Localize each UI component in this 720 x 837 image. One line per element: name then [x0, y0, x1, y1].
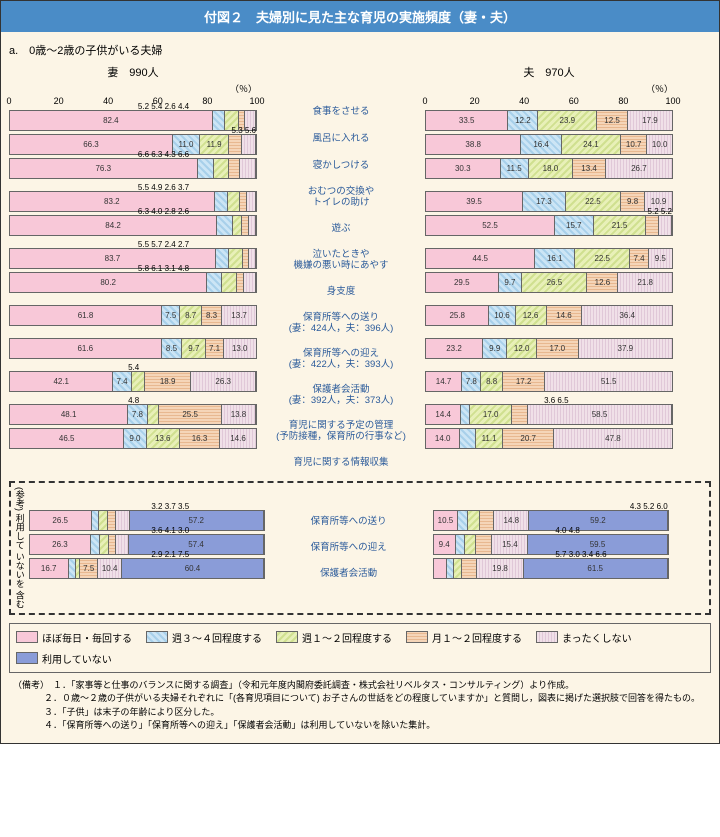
- category-label: おむつの交換やトイレの助け: [261, 181, 421, 214]
- husband-panel: 夫 970人 （％） 020406080100 33.512.223.912.5…: [425, 64, 673, 475]
- ref-category-label: 保護者会活動: [269, 562, 429, 585]
- stacked-bar: 9.415.459.54.0 4.8: [433, 534, 669, 555]
- category-label: 保育所等への送り(妻：424人，夫：396人): [261, 307, 421, 340]
- stacked-bar: 38.816.424.110.710.0: [425, 134, 673, 155]
- wife-bars: 82.45.2 5.4 2.6 4.4 66.311.011.95.3 5.6 76…: [9, 110, 257, 449]
- legend-item: ほぼ毎日・毎回する: [16, 630, 132, 645]
- stacked-bar: 52.515.721.55.2 5.2: [425, 215, 673, 236]
- row-labels: 食事をさせる風呂に入れる寝かしつけるおむつの交換やトイレの助け遊ぶ泣いたときや機…: [261, 64, 421, 475]
- stacked-bar: 48.17.825.513.84.8: [9, 404, 257, 425]
- stacked-bar: 23.29.912.017.037.9: [425, 338, 673, 359]
- ref-labels: 保育所等への送り保育所等への迎え保護者会活動: [269, 510, 429, 585]
- figure-title: 付図２ 夫婦別に見た主な育児の実施頻度（妻・夫）: [1, 1, 719, 32]
- legend-item: 利用していない: [16, 651, 112, 666]
- stacked-bar: 33.512.223.912.517.9: [425, 110, 673, 131]
- category-label: 身支度: [261, 280, 421, 304]
- wife-axis: （％） 020406080100: [9, 82, 257, 110]
- footnote: ４．「保育所等への送り」「保育所等への迎え」「保護者会活動」は利用していないを除…: [13, 719, 707, 733]
- subtitle: a. 0歳～2歳の子供がいる夫婦: [9, 42, 711, 58]
- category-label: 保育所等への迎え(妻：422人，夫：393人): [261, 343, 421, 376]
- stacked-bar: 30.311.518.013.426.7: [425, 158, 673, 179]
- stacked-bar: 66.311.011.95.3 5.6: [9, 134, 257, 155]
- category-label: 泣いたときや機嫌の悪い時にあやす: [261, 244, 421, 277]
- stacked-bar: 83.75.5 5.7 2.4 2.7: [9, 248, 257, 269]
- category-label: 育児に関する予定の管理(予防接種，保育所の行事など): [261, 415, 421, 448]
- stacked-bar: 42.17.418.926.35.4: [9, 371, 257, 392]
- stacked-bar: 61.68.59.77.113.0: [9, 338, 257, 359]
- category-label: 食事をさせる: [261, 100, 421, 124]
- category-label: 保護者会活動(妻：392人，夫：373人): [261, 379, 421, 412]
- stacked-bar: 10.514.859.24.3 5.2 6.0: [433, 510, 669, 531]
- wife-panel: 妻 990人 （％） 020406080100 82.45.2 5.4 2.6 …: [9, 64, 257, 475]
- ref-category-label: 保育所等への迎え: [269, 536, 429, 559]
- figure-container: 付図２ 夫婦別に見た主な育児の実施頻度（妻・夫） a. 0歳～2歳の子供がいる夫…: [0, 0, 720, 744]
- husband-axis: （％） 020406080100: [425, 82, 673, 110]
- stacked-bar: 76.36.6 6.3 4.3 6.6: [9, 158, 257, 179]
- stacked-bar: 14.011.120.747.8: [425, 428, 673, 449]
- stacked-bar: 84.26.3 4.0 2.8 2.6: [9, 215, 257, 236]
- category-label: 風呂に入れる: [261, 127, 421, 151]
- stacked-bar: 25.810.612.614.636.4: [425, 305, 673, 326]
- legend-item: まったくしない: [536, 630, 632, 645]
- stacked-bar: 44.516.122.57.49.5: [425, 248, 673, 269]
- stacked-bar: 14.77.88.817.251.5: [425, 371, 673, 392]
- legend-item: 週３～４回程度する: [146, 630, 262, 645]
- footnote: ２．０歳～２歳の子供がいる夫婦それぞれに「(各育児項目について) お子さんの世話…: [13, 692, 707, 706]
- stacked-bar: 29.59.726.512.621.8: [425, 272, 673, 293]
- ref-husband-bars: 10.514.859.24.3 5.2 6.0 9.415.459.54.0 4.…: [433, 510, 669, 585]
- wife-header: 妻 990人: [9, 64, 257, 80]
- footnotes: （備考）１．「家事等と仕事のバランスに関する調査」（令和元年度内閣府委託調査・株…: [9, 679, 711, 733]
- stacked-bar: 16.77.510.460.42.9 2.1 7.5: [29, 558, 265, 579]
- stacked-bar: 61.87.58.78.313.7: [9, 305, 257, 326]
- reference-label: (参考) 利用して いないを 含む: [13, 487, 25, 609]
- legend: ほぼ毎日・毎回する週３～４回程度する週１～２回程度する月１～２回程度するまったく…: [9, 623, 711, 673]
- stacked-bar: 19.861.55.7 3.0 3.4 6.6: [433, 558, 669, 579]
- ref-wife-bars: 26.557.23.2 3.7 3.5 26.357.43.6 4.1 3.0 16…: [29, 510, 265, 585]
- category-label: 育児に関する情報収集: [261, 451, 421, 475]
- stacked-bar: 39.517.322.59.810.9: [425, 191, 673, 212]
- stacked-bar: 26.557.23.2 3.7 3.5: [29, 510, 265, 531]
- stacked-bar: 46.59.013.616.314.6: [9, 428, 257, 449]
- ref-category-label: 保育所等への送り: [269, 510, 429, 533]
- figure-content: a. 0歳～2歳の子供がいる夫婦 妻 990人 （％） 020406080100…: [1, 32, 719, 743]
- stacked-bar: 82.45.2 5.4 2.6 4.4: [9, 110, 257, 131]
- legend-item: 週１～２回程度する: [276, 630, 392, 645]
- chart-panels: 妻 990人 （％） 020406080100 82.45.2 5.4 2.6 …: [9, 64, 711, 475]
- stacked-bar: 83.25.5 4.9 2.6 3.7: [9, 191, 257, 212]
- stacked-bar: 14.417.058.53.6 6.5: [425, 404, 673, 425]
- husband-bars: 33.512.223.912.517.9 38.816.424.110.710.0…: [425, 110, 673, 449]
- husband-header: 夫 970人: [425, 64, 673, 80]
- reference-box: (参考) 利用して いないを 含む 26.557.23.2 3.7 3.526.…: [9, 481, 711, 615]
- category-label: 遊ぶ: [261, 217, 421, 241]
- category-label: 寝かしつける: [261, 154, 421, 178]
- footnote: （備考）１．「家事等と仕事のバランスに関する調査」（令和元年度内閣府委託調査・株…: [13, 679, 707, 693]
- stacked-bar: 26.357.43.6 4.1 3.0: [29, 534, 265, 555]
- footnote: ３．「子供」は末子の年齢により区分した。: [13, 706, 707, 720]
- stacked-bar: 80.25.8 6.1 3.1 4.8: [9, 272, 257, 293]
- legend-item: 月１～２回程度する: [406, 630, 522, 645]
